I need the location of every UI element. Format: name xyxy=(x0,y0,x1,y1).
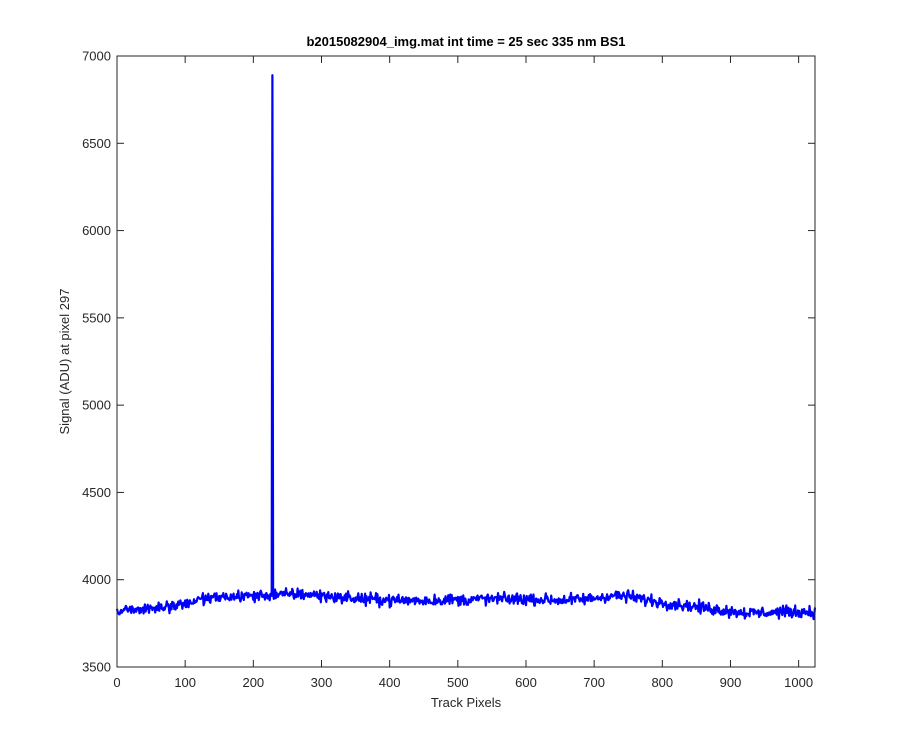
y-tick-label: 4000 xyxy=(82,572,111,587)
y-tick-label: 5500 xyxy=(82,310,111,325)
y-tick-label: 5000 xyxy=(82,398,111,413)
x-tick-label: 600 xyxy=(515,675,537,690)
series-line xyxy=(115,74,817,621)
y-tick-label: 7000 xyxy=(82,49,111,64)
x-tick-label: 1000 xyxy=(784,675,813,690)
x-tick-label: 0 xyxy=(113,675,120,690)
y-axis: 3500 4000 4500 5000 5500 6000 6500 7000 xyxy=(82,49,815,675)
chart-title: b2015082904_img.mat int time = 25 sec 33… xyxy=(306,34,625,49)
x-tick-label: 300 xyxy=(311,675,333,690)
x-tick-label: 700 xyxy=(583,675,605,690)
y-tick-label: 3500 xyxy=(82,660,111,675)
y-axis-label: Signal (ADU) at pixel 297 xyxy=(57,289,72,435)
x-tick-label: 500 xyxy=(447,675,469,690)
y-tick-label: 6500 xyxy=(82,136,111,151)
y-tick-label: 6000 xyxy=(82,223,111,238)
plot-area xyxy=(117,56,815,667)
x-axis-label: Track Pixels xyxy=(431,695,502,710)
x-tick-label: 100 xyxy=(174,675,196,690)
x-tick-label: 200 xyxy=(242,675,264,690)
x-axis: 0 100 200 300 400 500 600 700 800 900 1000 xyxy=(113,56,813,690)
x-tick-label: 900 xyxy=(720,675,742,690)
x-tick-label: 400 xyxy=(379,675,401,690)
x-tick-label: 800 xyxy=(651,675,673,690)
y-tick-label: 4500 xyxy=(82,485,111,500)
plot-frame xyxy=(116,55,816,668)
series-layer xyxy=(115,74,817,621)
